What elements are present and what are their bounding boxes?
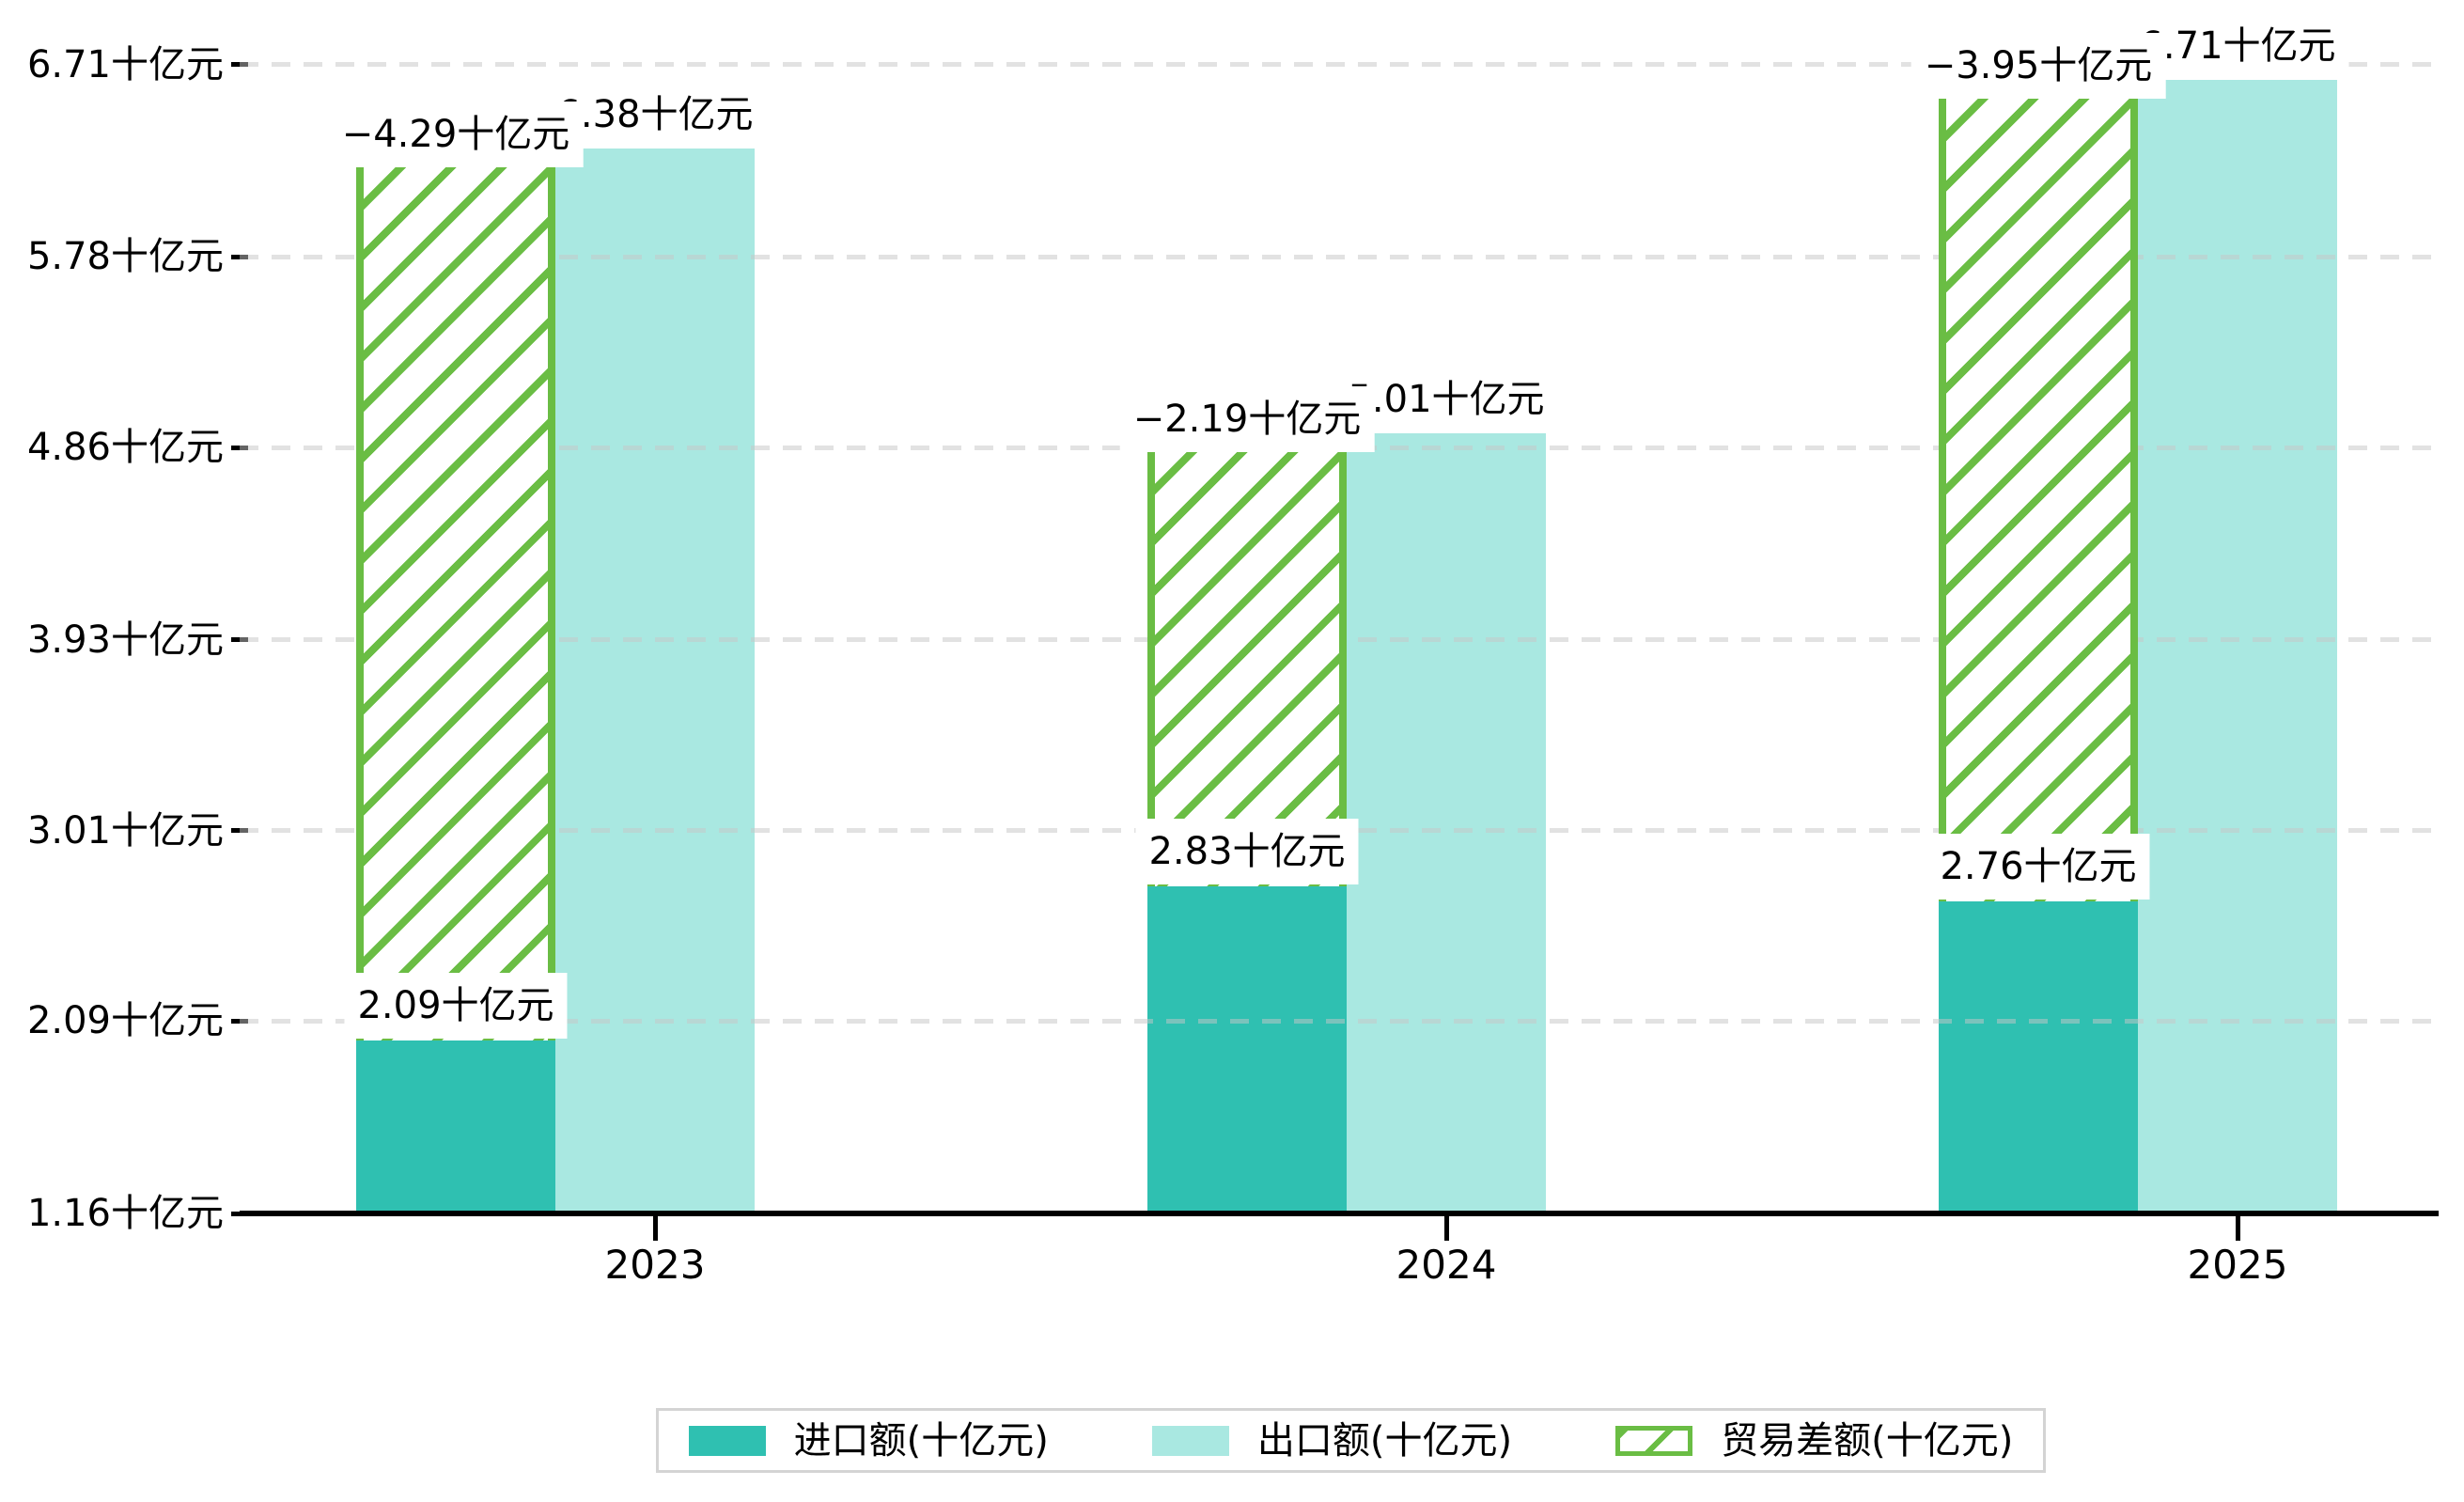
- x-tick-label: 2024: [1396, 1242, 1497, 1288]
- import-bar: [1939, 900, 2138, 1216]
- import-bar: [356, 1040, 555, 1216]
- import-value-label: 2.83十亿元: [1135, 819, 1359, 885]
- legend-item-balance: 贸易差额(十亿元): [1615, 1416, 2013, 1465]
- y-tick-label: 3.93十亿元: [26, 618, 224, 662]
- gridline: [240, 254, 2439, 259]
- legend-swatch-balance: [1615, 1425, 1693, 1456]
- legend: 进口额(十亿元) 出口额(十亿元) 贸易差额(十亿元): [656, 1408, 2046, 1473]
- legend-item-imports: 进口额(十亿元): [688, 1416, 1049, 1465]
- import-value-label: 2.76十亿元: [1926, 833, 2150, 900]
- trade-balance-value-label: −4.29十亿元: [328, 102, 584, 168]
- y-tick-label: 4.86十亿元: [26, 426, 224, 469]
- legend-swatch-imports: [688, 1425, 766, 1456]
- export-bar: [2138, 80, 2337, 1216]
- x-tick-mark: [2235, 1216, 2240, 1241]
- import-bar: [1147, 886, 1347, 1216]
- legend-item-exports: 出口额(十亿元): [1151, 1416, 1513, 1465]
- gridline: [240, 62, 2439, 67]
- legend-label-imports: 进口额(十亿元): [793, 1418, 1049, 1463]
- x-tick-label: 2025: [2187, 1242, 2288, 1288]
- trade-balance-value-label: −3.95十亿元: [1910, 33, 2166, 100]
- y-tick-label: 3.01十亿元: [26, 808, 224, 853]
- x-axis-line: [240, 1211, 2439, 1216]
- legend-swatch-exports: [1151, 1425, 1229, 1456]
- legend-label-balance: 贸易差额(十亿元): [1721, 1418, 2014, 1463]
- x-tick-label: 2023: [604, 1242, 706, 1288]
- x-tick-mark: [652, 1216, 658, 1241]
- trade-balance-value-label: −2.19十亿元: [1119, 386, 1375, 453]
- x-tick-mark: [1443, 1216, 1449, 1241]
- import-value-label: 2.09十亿元: [344, 973, 568, 1040]
- y-tick-label: 1.16十亿元: [26, 1192, 224, 1235]
- trade-balance-bar: [1147, 433, 1347, 887]
- y-tick-label: 2.09十亿元: [26, 999, 224, 1043]
- export-bar: [1347, 433, 1546, 1216]
- legend-label-exports: 出口额(十亿元): [1256, 1418, 1513, 1463]
- trade-balance-bar: [356, 149, 555, 1041]
- y-tick-label: 6.71十亿元: [26, 42, 224, 86]
- gridline: [240, 1018, 2439, 1024]
- export-bar: [555, 149, 755, 1216]
- trade-balance-bar: [1939, 80, 2138, 901]
- y-tick-label: 5.78十亿元: [26, 235, 224, 279]
